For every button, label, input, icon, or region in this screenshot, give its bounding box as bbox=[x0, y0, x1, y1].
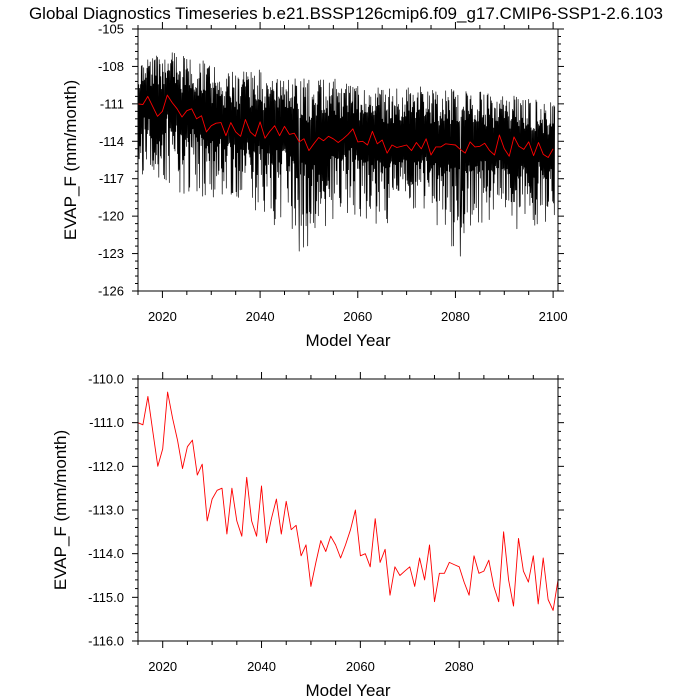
top-plot-frame bbox=[137, 28, 559, 292]
bottom-panel: -110.0 -111.0 -112.0 -113.0 -114.0 -115.0 -116… bbox=[51, 372, 564, 700]
bottom-y-tick-label: -111.0 bbox=[89, 415, 124, 430]
bottom-x-tick-label: 2060 bbox=[346, 659, 375, 674]
top-x-tick-label: 2040 bbox=[246, 309, 275, 324]
bottom-y-tick-label: -110.0 bbox=[88, 372, 124, 387]
top-x-tick-label: 2020 bbox=[148, 309, 177, 324]
top-x-tick-label: 2100 bbox=[539, 309, 568, 324]
bottom-x-tick-label: 2080 bbox=[445, 659, 474, 674]
top-x-tick-label: 2080 bbox=[441, 309, 470, 324]
top-axis-ticks bbox=[132, 22, 564, 298]
bottom-y-tick-label: -112.0 bbox=[88, 459, 124, 474]
top-panel: -105 -108 -111 -114 -117 -120 -123 -126 2020 204… bbox=[61, 22, 568, 351]
bottom-y-tick-labels: -110.0 -111.0 -112.0 -113.0 -114.0 -115.0 -116… bbox=[88, 372, 124, 649]
chart-title: Global Diagnostics Timeseries b.e21.BSSP… bbox=[29, 4, 663, 23]
top-x-tick-labels: 2020 2040 2060 2080 2100 bbox=[148, 309, 568, 324]
bottom-annual-mean-line bbox=[137, 391, 559, 611]
bottom-y-tick-label: -116.0 bbox=[88, 634, 124, 649]
top-y-tick-labels: -105 -108 -111 -114 -117 -120 -123 -126 bbox=[98, 22, 124, 299]
top-y-axis-title: EVAP_F (mm/month) bbox=[61, 80, 80, 240]
top-y-tick-label: -117 bbox=[99, 171, 124, 186]
top-y-tick-label: -126 bbox=[98, 284, 124, 299]
top-y-tick-label: -114 bbox=[99, 134, 124, 149]
top-monthly-series-line bbox=[137, 52, 556, 257]
top-y-tick-label: -111 bbox=[100, 96, 124, 111]
bottom-x-tick-label: 2020 bbox=[148, 659, 177, 674]
bottom-y-tick-label: -114.0 bbox=[88, 546, 124, 561]
bottom-x-tick-label: 2040 bbox=[247, 659, 276, 674]
top-annual-mean-line bbox=[137, 94, 554, 158]
bottom-y-tick-label: -115.0 bbox=[88, 590, 124, 605]
bottom-x-axis-title: Model Year bbox=[305, 681, 390, 700]
bottom-y-tick-label: -113.0 bbox=[88, 503, 124, 518]
top-x-tick-label: 2060 bbox=[343, 309, 372, 324]
top-y-tick-label: -108 bbox=[98, 59, 124, 74]
top-y-tick-label: -120 bbox=[98, 209, 124, 224]
bottom-x-tick-labels: 2020 2040 2060 2080 bbox=[148, 659, 473, 674]
bottom-y-axis-title: EVAP_F (mm/month) bbox=[51, 430, 70, 590]
top-plot-marks bbox=[137, 52, 556, 257]
top-y-tick-label: -105 bbox=[98, 22, 124, 37]
top-x-axis-title: Model Year bbox=[305, 331, 390, 350]
bottom-plot-marks bbox=[137, 391, 559, 611]
top-y-tick-label: -123 bbox=[98, 246, 124, 261]
bottom-plot-frame bbox=[137, 378, 559, 642]
bottom-axis-ticks bbox=[132, 372, 564, 648]
